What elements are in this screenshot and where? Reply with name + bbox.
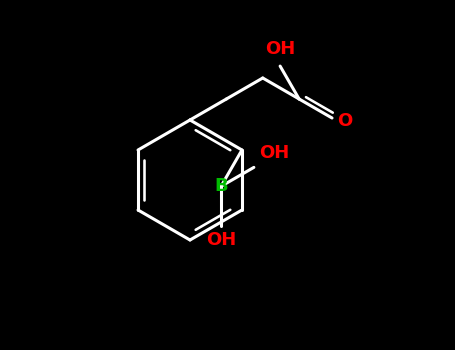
Text: OH: OH: [206, 231, 236, 249]
Text: OH: OH: [259, 144, 289, 162]
Text: B: B: [214, 177, 228, 195]
Text: O: O: [337, 112, 352, 130]
Text: OH: OH: [265, 40, 295, 58]
